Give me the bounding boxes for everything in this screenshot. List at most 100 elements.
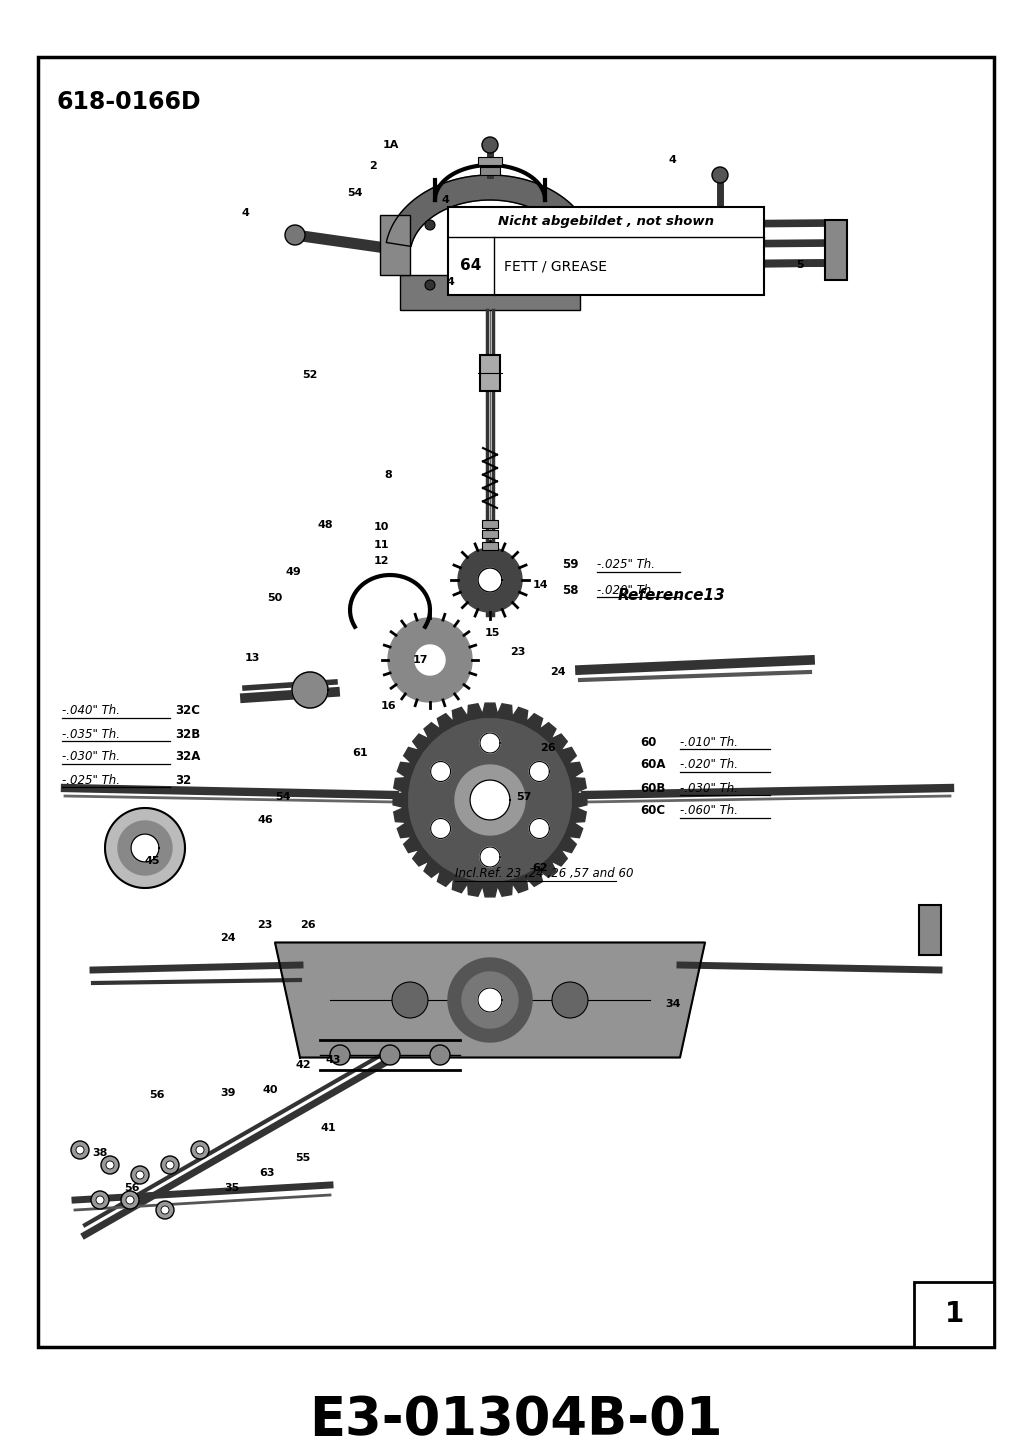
Circle shape bbox=[136, 1171, 144, 1179]
Text: 60B: 60B bbox=[640, 781, 666, 794]
Text: 24: 24 bbox=[550, 667, 566, 677]
Circle shape bbox=[101, 1156, 119, 1174]
Text: 41: 41 bbox=[320, 1123, 335, 1133]
Polygon shape bbox=[537, 722, 556, 742]
Polygon shape bbox=[292, 671, 328, 708]
Text: -.030" Th.: -.030" Th. bbox=[680, 781, 738, 794]
Polygon shape bbox=[480, 734, 499, 752]
Polygon shape bbox=[131, 833, 159, 862]
Text: 52: 52 bbox=[302, 370, 318, 381]
Text: 40: 40 bbox=[262, 1085, 278, 1095]
Polygon shape bbox=[394, 777, 410, 794]
Circle shape bbox=[545, 220, 555, 230]
Text: -.010" Th.: -.010" Th. bbox=[680, 735, 738, 748]
Polygon shape bbox=[482, 703, 498, 718]
Polygon shape bbox=[424, 722, 444, 742]
Text: 13: 13 bbox=[245, 653, 260, 663]
Circle shape bbox=[106, 1160, 114, 1169]
Text: 17: 17 bbox=[412, 655, 427, 666]
Polygon shape bbox=[388, 618, 472, 702]
Bar bbox=[825, 220, 847, 281]
Text: 60C: 60C bbox=[640, 805, 666, 818]
Text: 35: 35 bbox=[224, 1184, 239, 1192]
Polygon shape bbox=[118, 820, 172, 875]
Polygon shape bbox=[565, 820, 583, 838]
Circle shape bbox=[126, 1197, 134, 1204]
Text: 60: 60 bbox=[640, 735, 656, 748]
Text: 34: 34 bbox=[666, 998, 681, 1009]
Text: 4: 4 bbox=[446, 276, 454, 287]
Text: 14: 14 bbox=[533, 580, 548, 590]
Polygon shape bbox=[524, 713, 543, 732]
Circle shape bbox=[131, 1166, 149, 1184]
Text: 62: 62 bbox=[533, 862, 548, 873]
Polygon shape bbox=[537, 858, 556, 877]
Circle shape bbox=[156, 1201, 174, 1218]
Text: 42: 42 bbox=[295, 1061, 311, 1069]
Polygon shape bbox=[413, 846, 432, 865]
Bar bbox=[914, 1282, 994, 1347]
Circle shape bbox=[330, 1045, 350, 1065]
Circle shape bbox=[482, 247, 498, 263]
Polygon shape bbox=[478, 569, 502, 592]
Circle shape bbox=[425, 220, 436, 230]
Text: 23: 23 bbox=[257, 920, 272, 930]
Circle shape bbox=[121, 1191, 139, 1210]
Polygon shape bbox=[478, 988, 502, 1011]
Text: 26: 26 bbox=[540, 742, 556, 752]
Circle shape bbox=[161, 1156, 179, 1174]
Bar bbox=[480, 355, 499, 391]
Text: 1: 1 bbox=[944, 1301, 964, 1328]
Polygon shape bbox=[570, 806, 586, 822]
Circle shape bbox=[196, 1146, 204, 1155]
Polygon shape bbox=[438, 867, 456, 887]
Text: 60A: 60A bbox=[640, 758, 666, 771]
Text: -.030" Th.: -.030" Th. bbox=[62, 751, 120, 764]
Text: 43: 43 bbox=[325, 1055, 341, 1065]
Bar bbox=[482, 519, 498, 528]
Text: 63: 63 bbox=[259, 1168, 275, 1178]
Text: 11: 11 bbox=[374, 540, 389, 550]
Text: 32B: 32B bbox=[175, 728, 200, 741]
Polygon shape bbox=[430, 819, 451, 838]
Polygon shape bbox=[394, 806, 410, 822]
Polygon shape bbox=[548, 734, 568, 754]
Circle shape bbox=[76, 1146, 84, 1155]
Text: Reference13: Reference13 bbox=[618, 587, 725, 602]
Text: 56: 56 bbox=[124, 1184, 139, 1192]
Text: E3-01304B-01: E3-01304B-01 bbox=[310, 1393, 722, 1446]
Circle shape bbox=[482, 137, 498, 153]
Text: 48: 48 bbox=[317, 519, 332, 530]
Polygon shape bbox=[438, 713, 456, 732]
Text: 58: 58 bbox=[562, 583, 579, 596]
Circle shape bbox=[191, 1142, 209, 1159]
Text: -.035" Th.: -.035" Th. bbox=[62, 728, 120, 741]
Text: 59: 59 bbox=[562, 559, 579, 572]
Text: 15: 15 bbox=[484, 628, 499, 638]
Polygon shape bbox=[105, 807, 185, 888]
Polygon shape bbox=[430, 761, 451, 781]
Polygon shape bbox=[404, 747, 423, 765]
Polygon shape bbox=[275, 942, 705, 1058]
Bar bbox=[380, 216, 410, 275]
Text: -.020" Th.: -.020" Th. bbox=[596, 583, 655, 596]
Polygon shape bbox=[573, 792, 587, 809]
Text: 32A: 32A bbox=[175, 751, 200, 764]
Text: 4: 4 bbox=[241, 208, 249, 218]
Polygon shape bbox=[452, 708, 470, 725]
Polygon shape bbox=[424, 858, 444, 877]
Text: 54: 54 bbox=[276, 792, 291, 802]
Polygon shape bbox=[413, 734, 432, 754]
Text: 46: 46 bbox=[257, 815, 272, 825]
Polygon shape bbox=[386, 175, 593, 246]
Text: Nicht abgebildet , not shown: Nicht abgebildet , not shown bbox=[498, 216, 714, 229]
Polygon shape bbox=[452, 875, 470, 893]
Text: 50: 50 bbox=[267, 593, 283, 603]
Text: 8: 8 bbox=[384, 470, 392, 480]
Circle shape bbox=[96, 1197, 104, 1204]
Circle shape bbox=[91, 1191, 109, 1210]
Text: 5: 5 bbox=[796, 260, 804, 271]
Text: 61: 61 bbox=[352, 748, 367, 758]
Text: 2: 2 bbox=[369, 161, 377, 171]
Text: 32C: 32C bbox=[175, 705, 200, 718]
